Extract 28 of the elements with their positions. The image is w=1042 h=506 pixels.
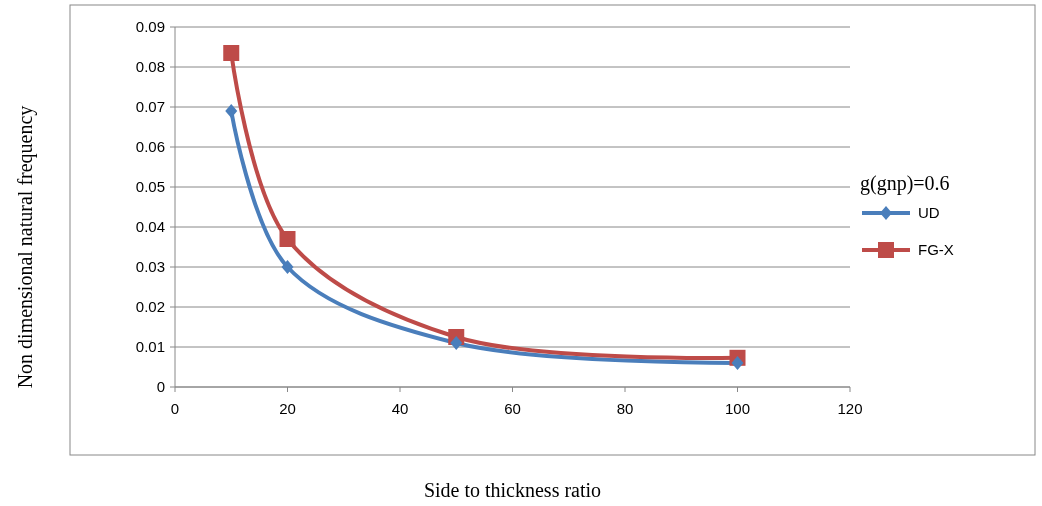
- y-tick-label: 0.08: [135, 58, 165, 76]
- point: [279, 231, 296, 247]
- x-tick-label: 40: [391, 400, 409, 417]
- y-tick-label: 0.02: [135, 298, 165, 316]
- point: [731, 356, 744, 370]
- x-tick-label: 0: [170, 400, 180, 417]
- point: [223, 45, 240, 61]
- legend-label: UD: [918, 204, 940, 222]
- point: [281, 260, 294, 274]
- y-tick-label: 0: [156, 378, 165, 396]
- x-axis-title: Side to thickness ratio: [423, 479, 602, 501]
- y-tick-label: 0.07: [135, 98, 165, 116]
- x-tick-label: 120: [837, 400, 863, 417]
- x-tick-label: 20: [279, 400, 296, 417]
- y-tick-label: 0.03: [135, 258, 165, 276]
- y-tick-label: 0.06: [135, 138, 165, 156]
- y-axis-title: Non dimensional natural frequency: [14, 105, 37, 389]
- point: [450, 336, 463, 350]
- legend-title: g(gnp)=0.6: [860, 172, 950, 195]
- point: [225, 104, 238, 118]
- x-tick-label: 100: [724, 400, 751, 417]
- x-tick-label: 60: [504, 400, 521, 417]
- x-tick-label: 80: [616, 400, 634, 417]
- y-tick-label: 0.09: [135, 18, 165, 36]
- y-tick-label: 0.05: [135, 178, 165, 196]
- y-tick-label: 0.04: [135, 218, 165, 236]
- y-tick-label: 0.01: [135, 338, 165, 356]
- legend-label: FG-X: [918, 241, 954, 259]
